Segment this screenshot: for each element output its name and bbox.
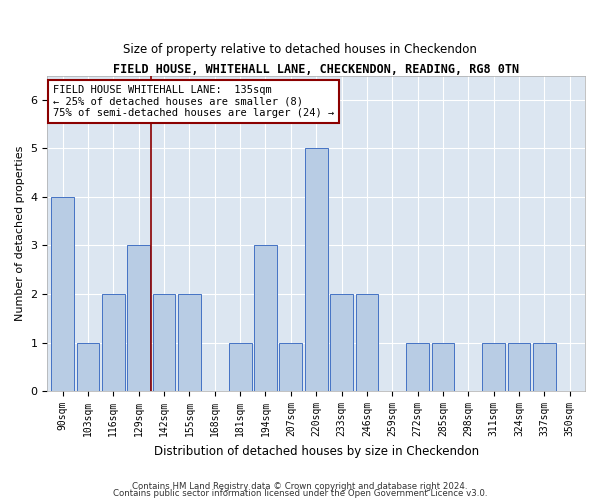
X-axis label: Distribution of detached houses by size in Checkendon: Distribution of detached houses by size … bbox=[154, 444, 479, 458]
Text: Contains HM Land Registry data © Crown copyright and database right 2024.: Contains HM Land Registry data © Crown c… bbox=[132, 482, 468, 491]
Bar bbox=[482, 342, 505, 391]
Bar bbox=[533, 342, 556, 391]
Bar bbox=[280, 342, 302, 391]
Bar bbox=[127, 246, 150, 391]
Y-axis label: Number of detached properties: Number of detached properties bbox=[15, 146, 25, 321]
Bar bbox=[51, 197, 74, 391]
Bar bbox=[152, 294, 175, 391]
Bar bbox=[431, 342, 454, 391]
Bar bbox=[77, 342, 100, 391]
Bar bbox=[406, 342, 429, 391]
Text: FIELD HOUSE WHITEHALL LANE:  135sqm
← 25% of detached houses are smaller (8)
75%: FIELD HOUSE WHITEHALL LANE: 135sqm ← 25%… bbox=[53, 85, 334, 118]
Bar bbox=[102, 294, 125, 391]
Bar bbox=[356, 294, 379, 391]
Bar bbox=[508, 342, 530, 391]
Bar bbox=[305, 148, 328, 391]
Bar bbox=[330, 294, 353, 391]
Bar bbox=[254, 246, 277, 391]
Title: FIELD HOUSE, WHITEHALL LANE, CHECKENDON, READING, RG8 0TN: FIELD HOUSE, WHITEHALL LANE, CHECKENDON,… bbox=[113, 62, 519, 76]
Bar bbox=[229, 342, 251, 391]
Bar bbox=[178, 294, 201, 391]
Text: Size of property relative to detached houses in Checkendon: Size of property relative to detached ho… bbox=[123, 42, 477, 56]
Text: Contains public sector information licensed under the Open Government Licence v3: Contains public sector information licen… bbox=[113, 490, 487, 498]
